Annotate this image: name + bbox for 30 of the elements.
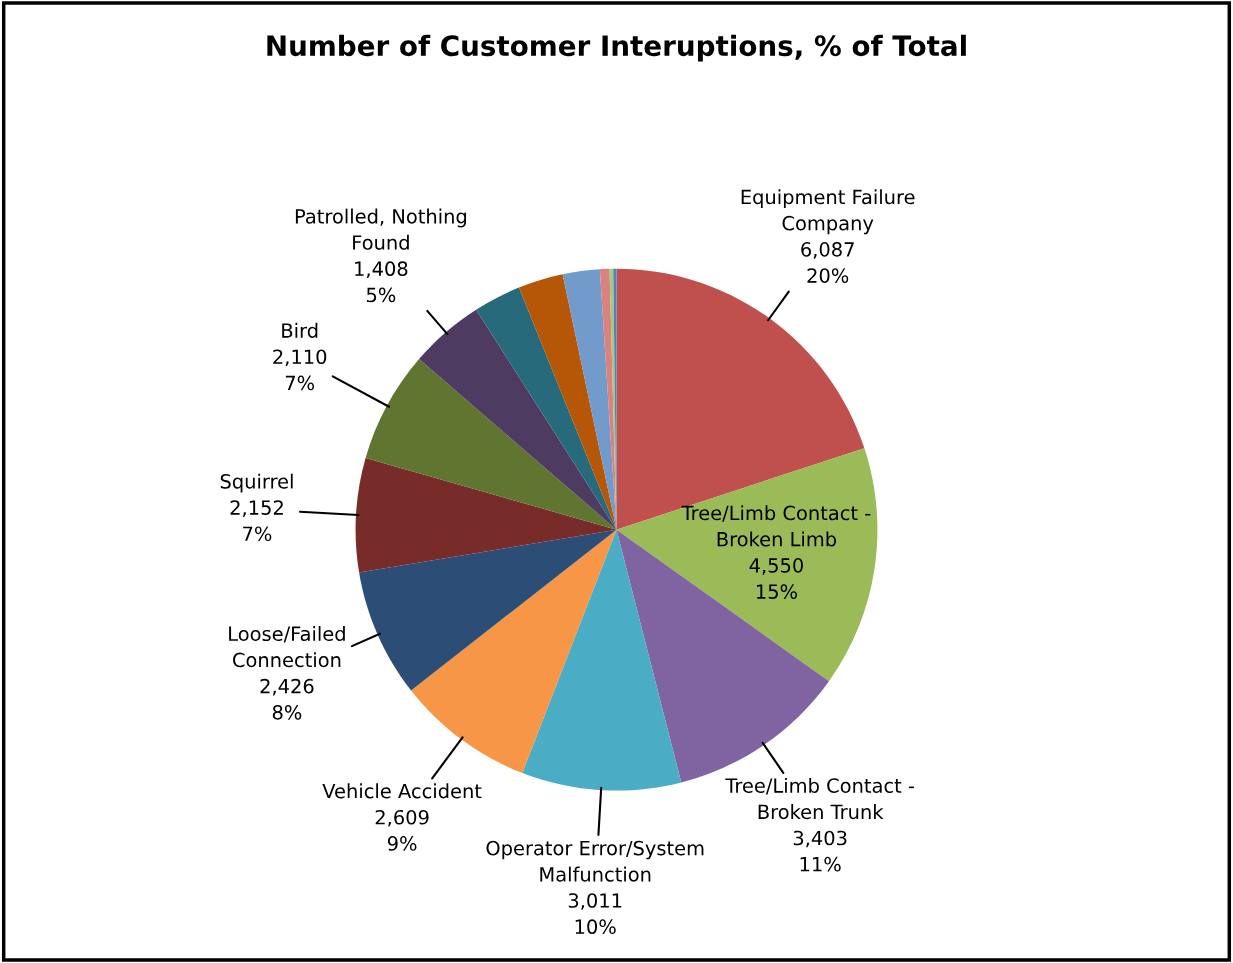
data-label: 3,011 10%: [568, 893, 622, 935]
chart-title: Number of Customer Interuptions, % of Total: [267, 34, 966, 62]
slice-label: Patrolled, Nothing Found: [295, 208, 467, 250]
pie-slice: [616, 448, 878, 682]
data-label: 2,152 7%: [230, 500, 283, 542]
slice-label: Vehicle Accident: [322, 783, 482, 799]
pie-slice: [411, 529, 617, 774]
slice-label: Tree/Limb Contact - Broken Trunk: [725, 777, 915, 820]
data-label: 6,087 20%: [801, 242, 854, 283]
data-label: 3,403 11%: [793, 830, 847, 872]
data-label: 2,426 8%: [260, 678, 314, 720]
data-label: 2,609 9%: [375, 809, 429, 851]
pie-slice: [522, 529, 682, 791]
pie-slice: [355, 458, 617, 573]
slice-label: Equipment Failure Company: [741, 189, 915, 235]
slice-label: Tree/Limb Contact - Broken Limb: [681, 505, 871, 547]
slice-label: Squirrel: [220, 473, 293, 493]
pie-slice: [518, 274, 617, 530]
slice-label: Operator Error/System Malfunction: [486, 840, 704, 882]
pie-slice: [613, 268, 617, 530]
pie-slice: [359, 529, 617, 691]
pie-slice: [365, 359, 617, 530]
data-label: 4,550 15%: [749, 558, 803, 599]
data-label: 1,408 5%: [355, 261, 408, 303]
data-label: 2,110 7%: [273, 349, 327, 391]
pie-slice: [476, 287, 617, 530]
slice-label: Loose/Failed Connection: [229, 626, 345, 668]
pie-slice: [419, 309, 617, 530]
slice-label: Bird: [282, 322, 318, 338]
pie-slice: [616, 268, 865, 530]
